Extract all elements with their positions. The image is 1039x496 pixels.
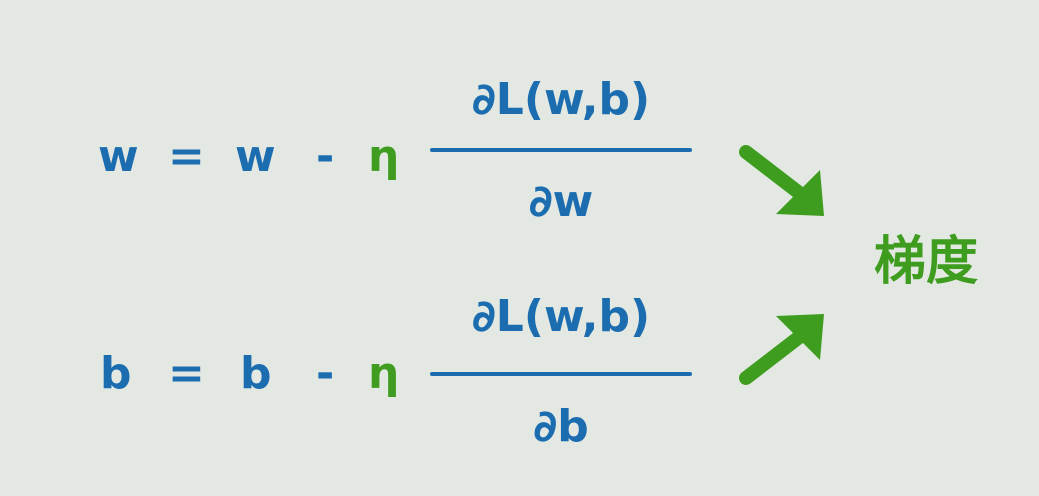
fraction-bar xyxy=(430,148,692,152)
equals-sign: = xyxy=(168,131,205,182)
lhs-variable: b xyxy=(100,348,132,399)
gradient-denominator: ∂w xyxy=(528,176,594,227)
minus-sign: - xyxy=(316,348,335,399)
learning-rate-eta: η xyxy=(368,348,400,399)
gradient-label: 梯度 xyxy=(874,232,979,292)
learning-rate-eta: η xyxy=(368,131,400,182)
gradient-denominator: ∂b xyxy=(533,401,589,452)
minus-sign: - xyxy=(316,131,335,182)
gradient-numerator: ∂L(w,b) xyxy=(471,74,651,125)
rhs-variable: b xyxy=(240,348,272,399)
arrow-down-right-icon xyxy=(739,145,824,216)
arrow-up-right-icon xyxy=(739,314,824,385)
lhs-variable: w xyxy=(98,131,139,182)
equals-sign: = xyxy=(168,348,205,399)
rhs-variable: w xyxy=(235,131,276,182)
gradient-numerator: ∂L(w,b) xyxy=(471,291,651,342)
fraction-bar xyxy=(430,372,692,376)
